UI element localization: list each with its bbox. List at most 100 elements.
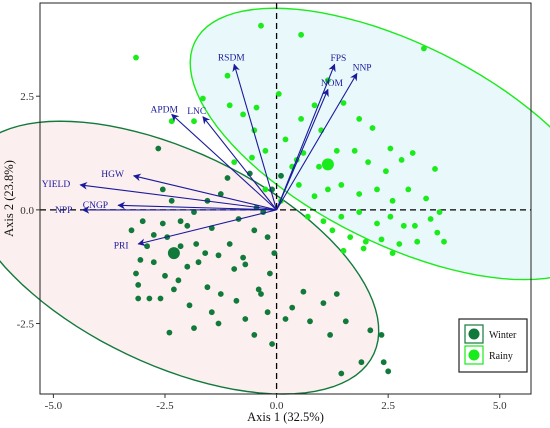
loading-label-hgw: HGW bbox=[101, 170, 124, 180]
point-rainy bbox=[338, 213, 345, 220]
point-winter bbox=[267, 270, 273, 277]
point-winter bbox=[251, 332, 258, 338]
point-winter bbox=[150, 259, 157, 266]
point-winter bbox=[320, 300, 327, 306]
point-winter bbox=[144, 243, 151, 250]
ellipse-winter bbox=[0, 120, 380, 395]
point-winter bbox=[215, 320, 222, 327]
point-rainy bbox=[296, 182, 302, 188]
point-rainy bbox=[231, 159, 238, 166]
loading-arrow-nom bbox=[276, 88, 329, 211]
point-rainy bbox=[316, 163, 322, 170]
loading-arrow-yield bbox=[79, 181, 277, 211]
point-winter bbox=[204, 284, 211, 291]
point-rainy bbox=[387, 145, 394, 152]
point-winter bbox=[215, 252, 222, 259]
point-rainy bbox=[356, 116, 363, 122]
point-rainy bbox=[325, 186, 331, 193]
point-rainy bbox=[311, 102, 318, 109]
point-winter bbox=[271, 250, 278, 256]
point-rainy bbox=[298, 116, 304, 122]
point-winter bbox=[264, 234, 271, 241]
point-rainy bbox=[224, 72, 231, 79]
point-winter bbox=[159, 220, 166, 227]
loading-label-npp: NPP bbox=[55, 206, 72, 216]
x-axis-title: Axis 1 (32.5%) bbox=[247, 410, 324, 424]
point-winter bbox=[333, 291, 340, 297]
point-winter bbox=[177, 218, 184, 225]
loading-label-pri: PRI bbox=[114, 242, 129, 252]
point-winter bbox=[139, 218, 146, 225]
point-winter bbox=[128, 227, 135, 234]
data-points bbox=[128, 22, 447, 377]
y-tick-label: -2.5 bbox=[17, 319, 35, 331]
point-rainy bbox=[351, 147, 358, 154]
point-rainy bbox=[356, 209, 363, 216]
point-rainy bbox=[441, 238, 447, 245]
point-rainy bbox=[374, 220, 380, 227]
point-winter bbox=[367, 327, 374, 334]
point-winter bbox=[233, 297, 240, 304]
loading-arrow-lnc bbox=[202, 116, 278, 211]
point-rainy bbox=[400, 222, 407, 229]
centroid-rainy bbox=[321, 158, 334, 171]
point-winter bbox=[300, 288, 307, 295]
point-winter bbox=[289, 304, 296, 311]
point-rainy bbox=[387, 213, 394, 220]
point-winter bbox=[269, 341, 275, 347]
point-rainy bbox=[396, 241, 403, 247]
point-winter bbox=[155, 145, 162, 152]
loading-label-nom: NOM bbox=[321, 79, 344, 89]
point-winter bbox=[242, 261, 249, 268]
point-rainy bbox=[338, 182, 345, 188]
point-rainy bbox=[389, 197, 396, 204]
confidence-ellipses bbox=[0, 7, 550, 395]
point-rainy bbox=[365, 159, 371, 166]
point-rainy bbox=[340, 247, 347, 254]
point-winter bbox=[385, 368, 392, 375]
loading-arrow-pri bbox=[137, 209, 277, 247]
point-winter bbox=[135, 282, 142, 288]
point-rainy bbox=[414, 238, 421, 245]
point-winter bbox=[255, 286, 262, 293]
point-rainy bbox=[298, 31, 304, 38]
loading-label-lnc: LNC bbox=[187, 107, 206, 117]
point-winter bbox=[146, 295, 153, 302]
point-winter bbox=[224, 175, 231, 181]
point-winter bbox=[191, 209, 197, 216]
loading-arrow-cngp bbox=[117, 201, 277, 211]
x-tick-label: 2.5 bbox=[381, 400, 395, 412]
point-winter bbox=[171, 286, 177, 293]
point-rainy bbox=[432, 166, 438, 172]
loading-arrow-hgw bbox=[132, 173, 277, 211]
point-rainy bbox=[362, 238, 369, 245]
point-rainy bbox=[133, 54, 139, 61]
x-tick-label: -5.0 bbox=[45, 400, 63, 412]
point-rainy bbox=[356, 191, 363, 197]
axis-ticks: -5.0 -2.5 0.0 2.5 5.0 -2.5 0.0 2.5 bbox=[17, 91, 508, 412]
point-winter bbox=[175, 277, 182, 284]
point-winter bbox=[327, 332, 333, 338]
plot-border bbox=[39, 2, 532, 395]
point-winter bbox=[217, 291, 224, 297]
point-rainy bbox=[436, 209, 443, 216]
point-winter bbox=[195, 259, 202, 266]
point-winter bbox=[342, 318, 349, 325]
point-rainy bbox=[412, 222, 418, 229]
point-winter bbox=[202, 250, 209, 256]
point-winter bbox=[191, 325, 197, 331]
loading-arrow-rsdm bbox=[232, 63, 278, 211]
legend-marker-rainy bbox=[468, 349, 480, 361]
point-winter bbox=[135, 295, 142, 302]
point-rainy bbox=[427, 216, 434, 222]
loading-label-yield: YIELD bbox=[42, 180, 71, 190]
y-axis-title: Axis 2 (23.8%) bbox=[2, 160, 16, 237]
x-tick-label: -2.5 bbox=[156, 400, 174, 412]
point-rainy bbox=[253, 104, 260, 111]
point-rainy bbox=[423, 195, 429, 202]
point-rainy bbox=[275, 91, 282, 97]
point-rainy bbox=[378, 236, 385, 243]
y-tick-label: 0.0 bbox=[20, 205, 34, 217]
y-tick-label: 2.5 bbox=[20, 91, 34, 103]
point-rainy bbox=[191, 118, 197, 125]
